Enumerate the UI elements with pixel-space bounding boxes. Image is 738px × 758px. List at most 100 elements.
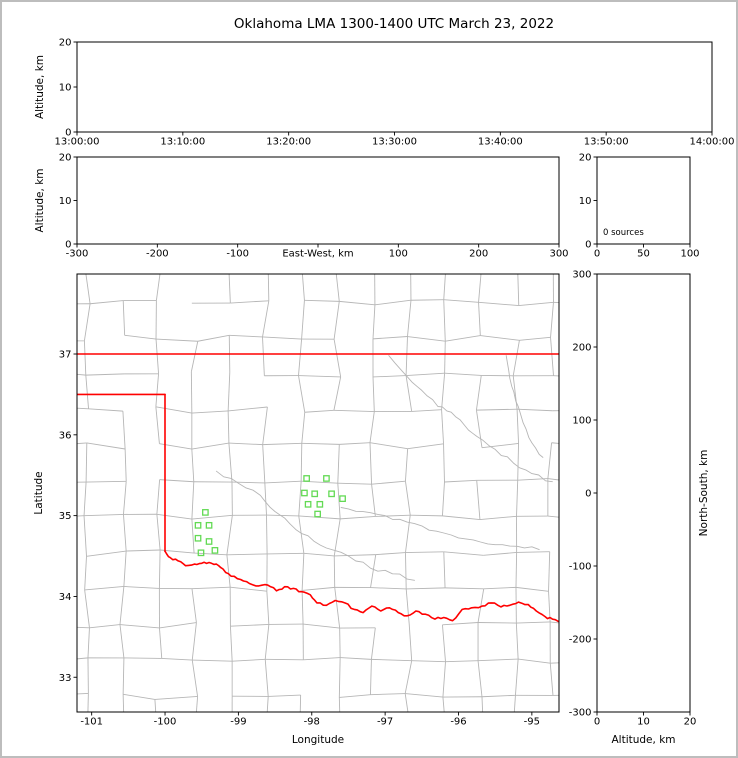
tick-label: -100 bbox=[226, 249, 249, 260]
county-line bbox=[478, 658, 519, 662]
county-line bbox=[445, 587, 484, 590]
county-line bbox=[551, 442, 559, 444]
county-line bbox=[477, 660, 483, 697]
county-line bbox=[405, 693, 443, 698]
county-line bbox=[264, 228, 268, 264]
county-line bbox=[515, 552, 518, 588]
tick-label: 35 bbox=[59, 511, 72, 522]
county-line bbox=[262, 406, 268, 445]
lma-stations-layer bbox=[194, 475, 346, 557]
tick-label: 13:00:00 bbox=[55, 137, 100, 148]
county-line bbox=[154, 699, 157, 712]
county-line bbox=[300, 443, 303, 482]
county-line bbox=[372, 376, 375, 412]
county-line bbox=[369, 442, 373, 485]
tick-label: 34 bbox=[59, 592, 72, 603]
county-line bbox=[445, 335, 481, 342]
county-line bbox=[124, 334, 157, 340]
county-line bbox=[340, 657, 372, 660]
county-line bbox=[159, 627, 163, 659]
tick-label: 200 bbox=[469, 249, 488, 260]
county-line bbox=[406, 587, 446, 590]
county-line bbox=[304, 409, 334, 413]
county-line bbox=[264, 659, 269, 697]
county-line bbox=[83, 515, 87, 557]
county-line bbox=[299, 695, 302, 712]
station-marker bbox=[211, 547, 219, 554]
county-line bbox=[512, 340, 520, 376]
county-line bbox=[77, 626, 90, 629]
tick-label: -300 bbox=[66, 249, 89, 260]
county-line bbox=[411, 731, 445, 735]
county-line bbox=[155, 406, 192, 414]
county-line bbox=[550, 302, 554, 338]
county-line bbox=[155, 373, 160, 407]
county-line bbox=[87, 693, 89, 712]
county-line bbox=[481, 443, 519, 449]
county-line bbox=[406, 372, 445, 377]
tick-label: -97 bbox=[377, 717, 393, 728]
county-line bbox=[122, 657, 125, 695]
county-line bbox=[156, 479, 161, 515]
county-line bbox=[191, 588, 197, 623]
county-line bbox=[119, 586, 125, 625]
county-line bbox=[48, 695, 55, 735]
tick-label: 13:40:00 bbox=[478, 137, 523, 148]
county-line bbox=[370, 627, 376, 660]
county-line bbox=[410, 514, 443, 517]
county-line bbox=[266, 696, 269, 712]
county-line bbox=[517, 274, 520, 306]
tick-label: 13:10:00 bbox=[160, 137, 205, 148]
county-line bbox=[339, 300, 375, 306]
county-line bbox=[548, 551, 551, 592]
county-line bbox=[50, 555, 52, 587]
county-line bbox=[122, 265, 161, 266]
station-marker bbox=[303, 475, 310, 482]
tick-label: -200 bbox=[146, 249, 169, 260]
station-marker bbox=[205, 538, 213, 545]
county-line bbox=[375, 265, 411, 268]
county-line bbox=[517, 443, 520, 481]
source-count-annotation: 0 sources bbox=[603, 228, 644, 238]
county-line bbox=[375, 514, 411, 517]
county-line bbox=[374, 299, 412, 306]
county-line bbox=[157, 731, 195, 734]
county-line bbox=[86, 550, 127, 557]
county-line bbox=[405, 375, 413, 412]
county-line bbox=[77, 442, 87, 445]
county-line bbox=[303, 657, 341, 661]
county-line bbox=[85, 274, 91, 304]
county-line bbox=[228, 406, 268, 412]
tick-label: 36 bbox=[59, 430, 72, 441]
tick-label: -101 bbox=[80, 717, 103, 728]
county-line bbox=[301, 412, 306, 444]
county-line bbox=[549, 663, 554, 696]
county-line bbox=[372, 336, 408, 340]
county-line bbox=[160, 228, 161, 265]
county-line bbox=[547, 442, 553, 479]
county-line bbox=[229, 334, 263, 338]
county-line bbox=[371, 484, 376, 517]
county-line bbox=[298, 481, 302, 516]
county-line bbox=[518, 232, 519, 266]
tick-label: 20 bbox=[579, 153, 592, 164]
county-line bbox=[122, 300, 126, 336]
county-line bbox=[77, 657, 89, 660]
county-line bbox=[298, 515, 305, 554]
county-line bbox=[550, 621, 559, 624]
county-line bbox=[155, 338, 198, 342]
county-line bbox=[404, 660, 413, 694]
county-line bbox=[519, 336, 551, 341]
county-line bbox=[513, 732, 549, 733]
county-line bbox=[161, 657, 193, 661]
tick-label: -100 bbox=[154, 717, 177, 728]
county-line bbox=[190, 341, 199, 372]
county-line bbox=[441, 624, 446, 662]
figure-title: Oklahoma LMA 1300-1400 UTC March 23, 202… bbox=[234, 16, 554, 32]
county-line bbox=[334, 554, 376, 557]
plan-view-map-panel bbox=[76, 273, 560, 713]
river-line bbox=[340, 507, 540, 551]
county-line bbox=[337, 483, 341, 519]
county-line bbox=[304, 299, 340, 302]
county-line bbox=[338, 697, 341, 712]
